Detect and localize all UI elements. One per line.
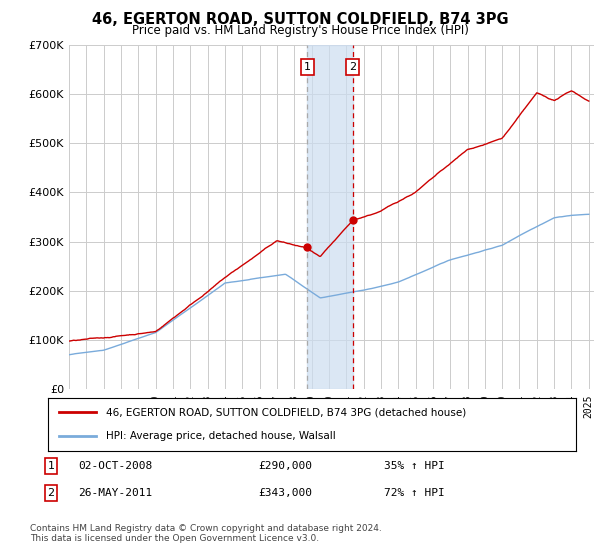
Text: 1: 1 — [47, 461, 55, 471]
Text: 72% ↑ HPI: 72% ↑ HPI — [384, 488, 445, 498]
Text: 2: 2 — [349, 62, 356, 72]
Text: 26-MAY-2011: 26-MAY-2011 — [78, 488, 152, 498]
Text: HPI: Average price, detached house, Walsall: HPI: Average price, detached house, Wals… — [106, 431, 336, 441]
Text: Contains HM Land Registry data © Crown copyright and database right 2024.
This d: Contains HM Land Registry data © Crown c… — [30, 524, 382, 543]
Text: 1: 1 — [304, 62, 311, 72]
Text: 35% ↑ HPI: 35% ↑ HPI — [384, 461, 445, 471]
Text: Price paid vs. HM Land Registry's House Price Index (HPI): Price paid vs. HM Land Registry's House … — [131, 24, 469, 36]
Text: 46, EGERTON ROAD, SUTTON COLDFIELD, B74 3PG (detached house): 46, EGERTON ROAD, SUTTON COLDFIELD, B74 … — [106, 408, 466, 418]
Text: £290,000: £290,000 — [258, 461, 312, 471]
Text: 46, EGERTON ROAD, SUTTON COLDFIELD, B74 3PG: 46, EGERTON ROAD, SUTTON COLDFIELD, B74 … — [92, 12, 508, 27]
Text: 02-OCT-2008: 02-OCT-2008 — [78, 461, 152, 471]
Text: £343,000: £343,000 — [258, 488, 312, 498]
Text: 2: 2 — [47, 488, 55, 498]
Bar — [307, 45, 353, 389]
